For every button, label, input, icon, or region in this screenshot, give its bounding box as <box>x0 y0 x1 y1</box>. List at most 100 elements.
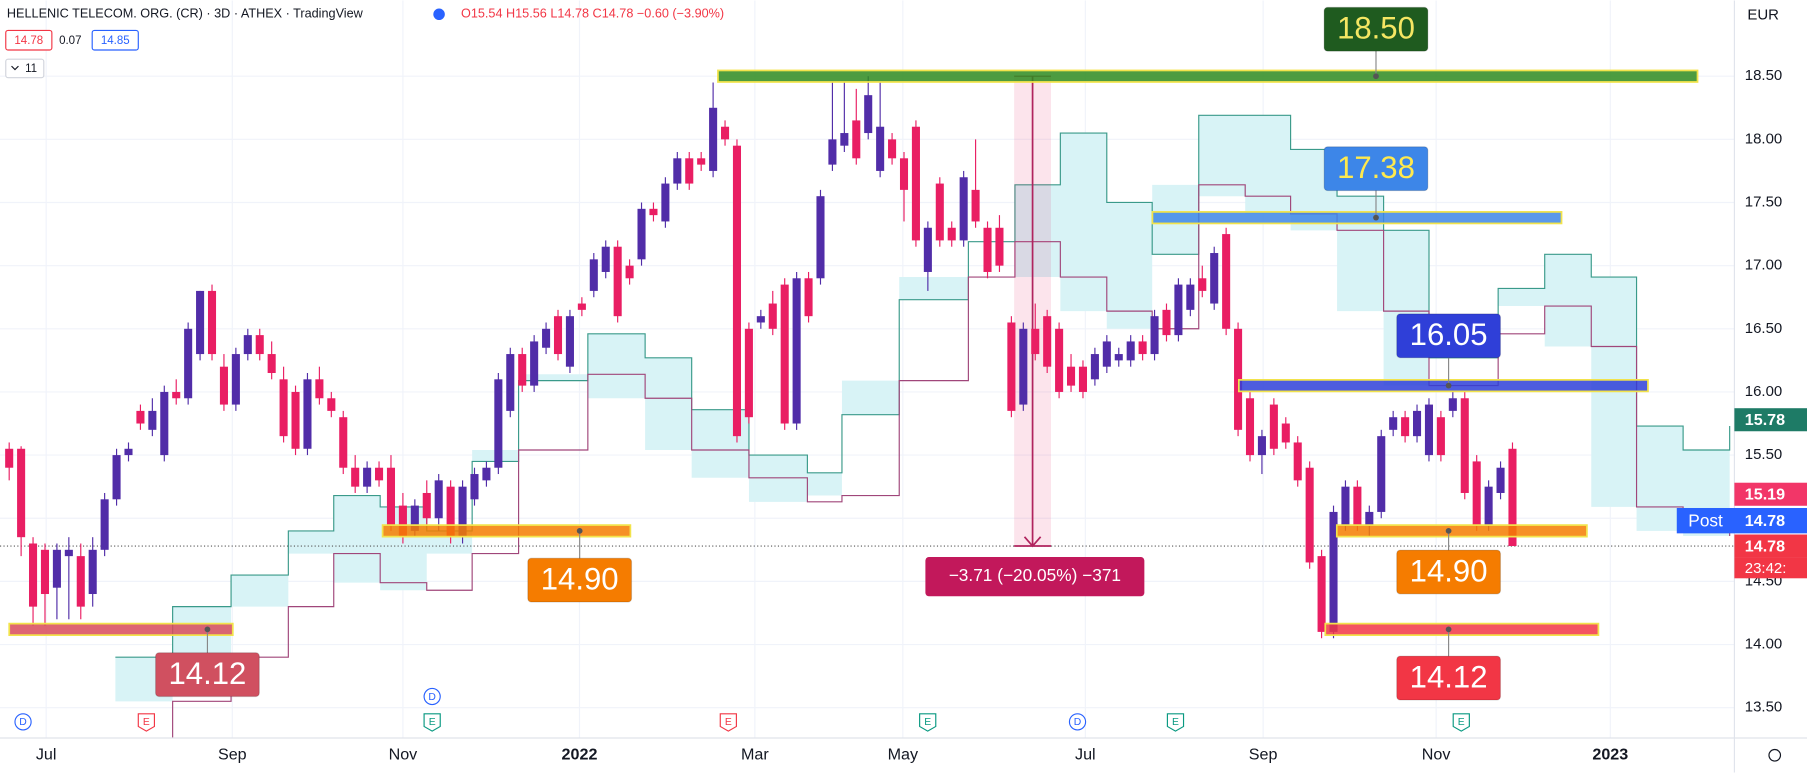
candle-body <box>1114 354 1123 361</box>
candle-body <box>1413 410 1422 437</box>
level-label-box[interactable] <box>1396 655 1502 701</box>
price-badge-label: 15.78 <box>1745 411 1785 429</box>
measure-label: −3.71 (−20.05%) −371 <box>949 565 1121 585</box>
currency-label[interactable]: EUR <box>1747 6 1779 23</box>
candle-body <box>291 391 300 449</box>
candle-body <box>577 303 586 310</box>
candle-body <box>971 189 980 222</box>
candle-body <box>888 139 897 159</box>
candle-body <box>315 379 324 399</box>
level-label-box[interactable] <box>1396 549 1502 595</box>
candle-body <box>458 486 467 538</box>
candle-body <box>518 354 527 386</box>
candle-body <box>363 467 372 487</box>
candle-body <box>1472 461 1481 525</box>
post-price: 14.78 <box>1745 512 1785 530</box>
event-label: D <box>1074 717 1081 728</box>
candle-body <box>88 549 97 595</box>
candle-body <box>1293 442 1302 481</box>
candle-body <box>542 328 551 348</box>
ask-price: 14.85 <box>101 35 130 47</box>
candle-body <box>589 259 598 291</box>
candle-body <box>1102 341 1111 367</box>
indicators-toggle[interactable] <box>5 58 45 79</box>
post-badge[interactable] <box>1676 507 1807 534</box>
candle-body <box>136 410 145 424</box>
candle-body <box>1031 328 1040 355</box>
level-label: 18.50 <box>1337 11 1415 46</box>
bid-price: 14.78 <box>14 35 43 47</box>
level-zone[interactable] <box>1335 524 1588 538</box>
candle-body <box>40 549 50 595</box>
x-tick-label: Sep <box>1249 746 1278 764</box>
candle-body <box>756 316 765 323</box>
candle-body <box>661 183 670 222</box>
candle-body <box>1150 316 1159 355</box>
event-label: E <box>924 717 931 728</box>
event-marker[interactable] <box>423 713 441 732</box>
candle-body <box>1508 448 1517 547</box>
candle-body <box>1436 417 1445 456</box>
candle-body <box>482 467 491 481</box>
candle-body <box>721 126 730 140</box>
candle-body <box>1222 234 1231 329</box>
candle-body <box>565 316 574 367</box>
level-label: 14.12 <box>1410 659 1488 694</box>
candle-body <box>1401 417 1410 437</box>
event-marker[interactable] <box>919 713 937 732</box>
level-zone[interactable] <box>8 622 234 637</box>
y-tick-label: 17.50 <box>1745 193 1782 210</box>
candle-body <box>1067 366 1076 386</box>
candle-body <box>255 335 264 355</box>
bid-box[interactable] <box>5 29 53 51</box>
event-label: E <box>429 717 436 728</box>
candle-body <box>1078 366 1088 392</box>
level-label-box[interactable] <box>527 557 633 603</box>
candle-body <box>1484 486 1493 525</box>
event-marker[interactable] <box>1068 713 1087 731</box>
candle-body <box>876 126 885 171</box>
event-marker[interactable] <box>423 687 441 706</box>
measure-arrowhead <box>1014 536 1052 548</box>
candle-body <box>1365 511 1374 525</box>
level-label-box[interactable] <box>1323 146 1429 192</box>
candle-body <box>923 227 932 272</box>
candle-body <box>231 354 240 405</box>
countdown-box <box>1734 557 1807 579</box>
level-label-box[interactable] <box>1323 6 1429 52</box>
event-label: D <box>428 692 435 703</box>
candle-body <box>613 246 622 317</box>
candle-body <box>219 366 228 405</box>
ask-box[interactable] <box>91 29 139 51</box>
candle-body <box>637 208 646 260</box>
candle-body <box>1138 341 1147 355</box>
level-zone[interactable] <box>1324 622 1600 637</box>
event-marker[interactable] <box>137 713 156 732</box>
candle-body <box>685 158 694 184</box>
settings-icon[interactable] <box>1768 748 1782 762</box>
level-zone[interactable] <box>381 524 632 538</box>
x-tick-label: Nov <box>1422 746 1451 764</box>
level-zone[interactable] <box>717 69 1699 83</box>
event-marker[interactable] <box>719 713 737 732</box>
y-tick-label: 18.00 <box>1745 130 1782 147</box>
candle-body <box>1198 278 1207 291</box>
event-label: E <box>143 717 150 728</box>
level-label: 17.38 <box>1337 150 1415 185</box>
candle-body <box>375 467 384 481</box>
candle-body <box>446 486 455 538</box>
level-zone[interactable] <box>1151 211 1563 225</box>
level-label-box[interactable] <box>1396 313 1502 359</box>
level-anchor <box>576 527 583 534</box>
event-marker[interactable] <box>14 713 32 731</box>
level-zone[interactable] <box>1237 379 1649 393</box>
event-marker[interactable] <box>1166 713 1185 732</box>
candle-body <box>697 158 706 165</box>
axes: 13.5014.0014.5015.0015.5016.0016.5017.00… <box>36 67 1807 764</box>
x-tick-label: 2023 <box>1592 746 1628 764</box>
countdown: 23:42: <box>1745 560 1787 577</box>
y-tick-label: 17.00 <box>1745 257 1782 274</box>
event-marker[interactable] <box>1452 713 1470 732</box>
level-label-box[interactable] <box>155 652 260 698</box>
candle-body <box>768 303 777 329</box>
